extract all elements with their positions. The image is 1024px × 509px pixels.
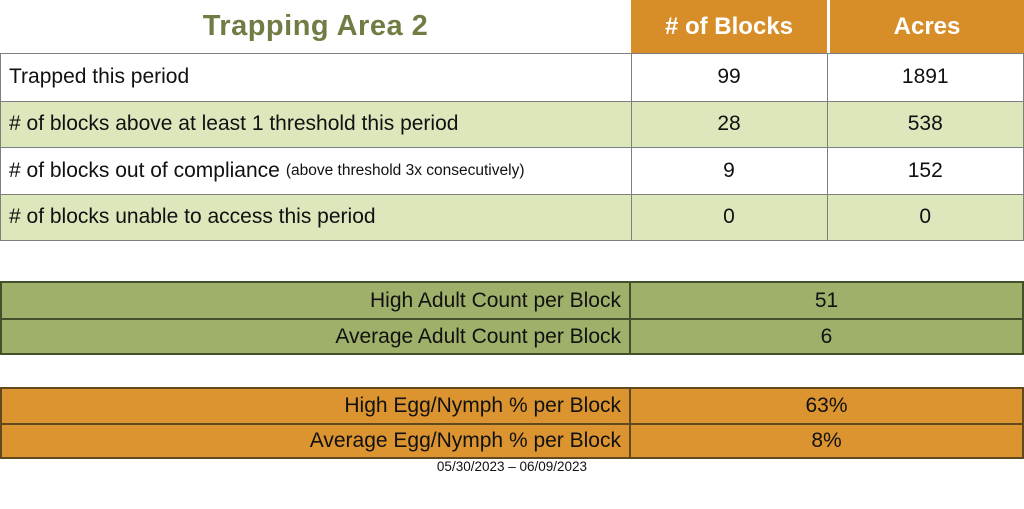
row-value: 63% <box>805 394 848 417</box>
table-row: # of blocks unable to access this period… <box>1 193 1023 241</box>
acres-value: 0 <box>919 205 932 229</box>
row-label-text: # of blocks out of compliance <box>9 158 280 182</box>
row-label-text: # of blocks unable to access this period <box>9 205 376 229</box>
row-label-note: (above threshold 3x consecutively) <box>285 161 525 179</box>
table-row: # of blocks above at least 1 threshold t… <box>1 100 1023 148</box>
row-label: # of blocks out of compliance (above thr… <box>1 148 631 194</box>
row-value: 8% <box>811 429 842 452</box>
blocks-value: 0 <box>630 194 828 240</box>
acres-value: 538 <box>907 112 943 136</box>
blocks-value: 99 <box>630 54 828 101</box>
table-row: # of blocks out of compliance (above thr… <box>1 147 1023 194</box>
row-label: Trapped this period <box>1 54 631 101</box>
row-value: 6 <box>820 324 833 348</box>
summary-table: Trapped this period 99 1891 # of blocks … <box>0 53 1024 241</box>
row-label: # of blocks unable to access this period <box>1 195 631 241</box>
title-cell: Trapping Area 2 <box>0 0 631 53</box>
egg-nymph-table: High Egg/Nymph % per Block 63% Average E… <box>0 387 1024 459</box>
table-row: High Adult Count per Block 51 <box>2 283 1022 318</box>
table-row: Trapped this period 99 1891 <box>1 54 1023 101</box>
table-row: Average Egg/Nymph % per Block 8% <box>2 423 1022 457</box>
acres-value: 152 <box>907 158 943 182</box>
header-row: Trapping Area 2 # of Blocks Acres <box>0 0 1024 53</box>
blocks-value: 9 <box>630 148 828 194</box>
row-label-text: Trapped this period <box>9 65 190 89</box>
table-row: Average Adult Count per Block 6 <box>2 318 1022 353</box>
date-range: 05/30/2023 – 06/09/2023 <box>436 459 588 474</box>
blocks-value: 28 <box>630 101 828 147</box>
column-header-acres: Acres <box>830 0 1024 53</box>
acres-value: 1891 <box>901 65 949 89</box>
adult-count-table: High Adult Count per Block 51 Average Ad… <box>0 281 1024 355</box>
row-label: High Egg/Nymph % per Block <box>2 389 631 423</box>
page-title: Trapping Area 2 <box>202 10 429 42</box>
row-label: # of blocks above at least 1 threshold t… <box>1 102 631 148</box>
row-label: High Adult Count per Block <box>2 283 631 318</box>
column-header-blocks: # of Blocks <box>631 0 827 53</box>
table-row: High Egg/Nymph % per Block 63% <box>2 389 1022 423</box>
row-label: Average Adult Count per Block <box>2 320 631 353</box>
row-label: Average Egg/Nymph % per Block <box>2 425 631 457</box>
row-value: 51 <box>814 288 839 312</box>
row-label-text: # of blocks above at least 1 threshold t… <box>9 112 459 136</box>
